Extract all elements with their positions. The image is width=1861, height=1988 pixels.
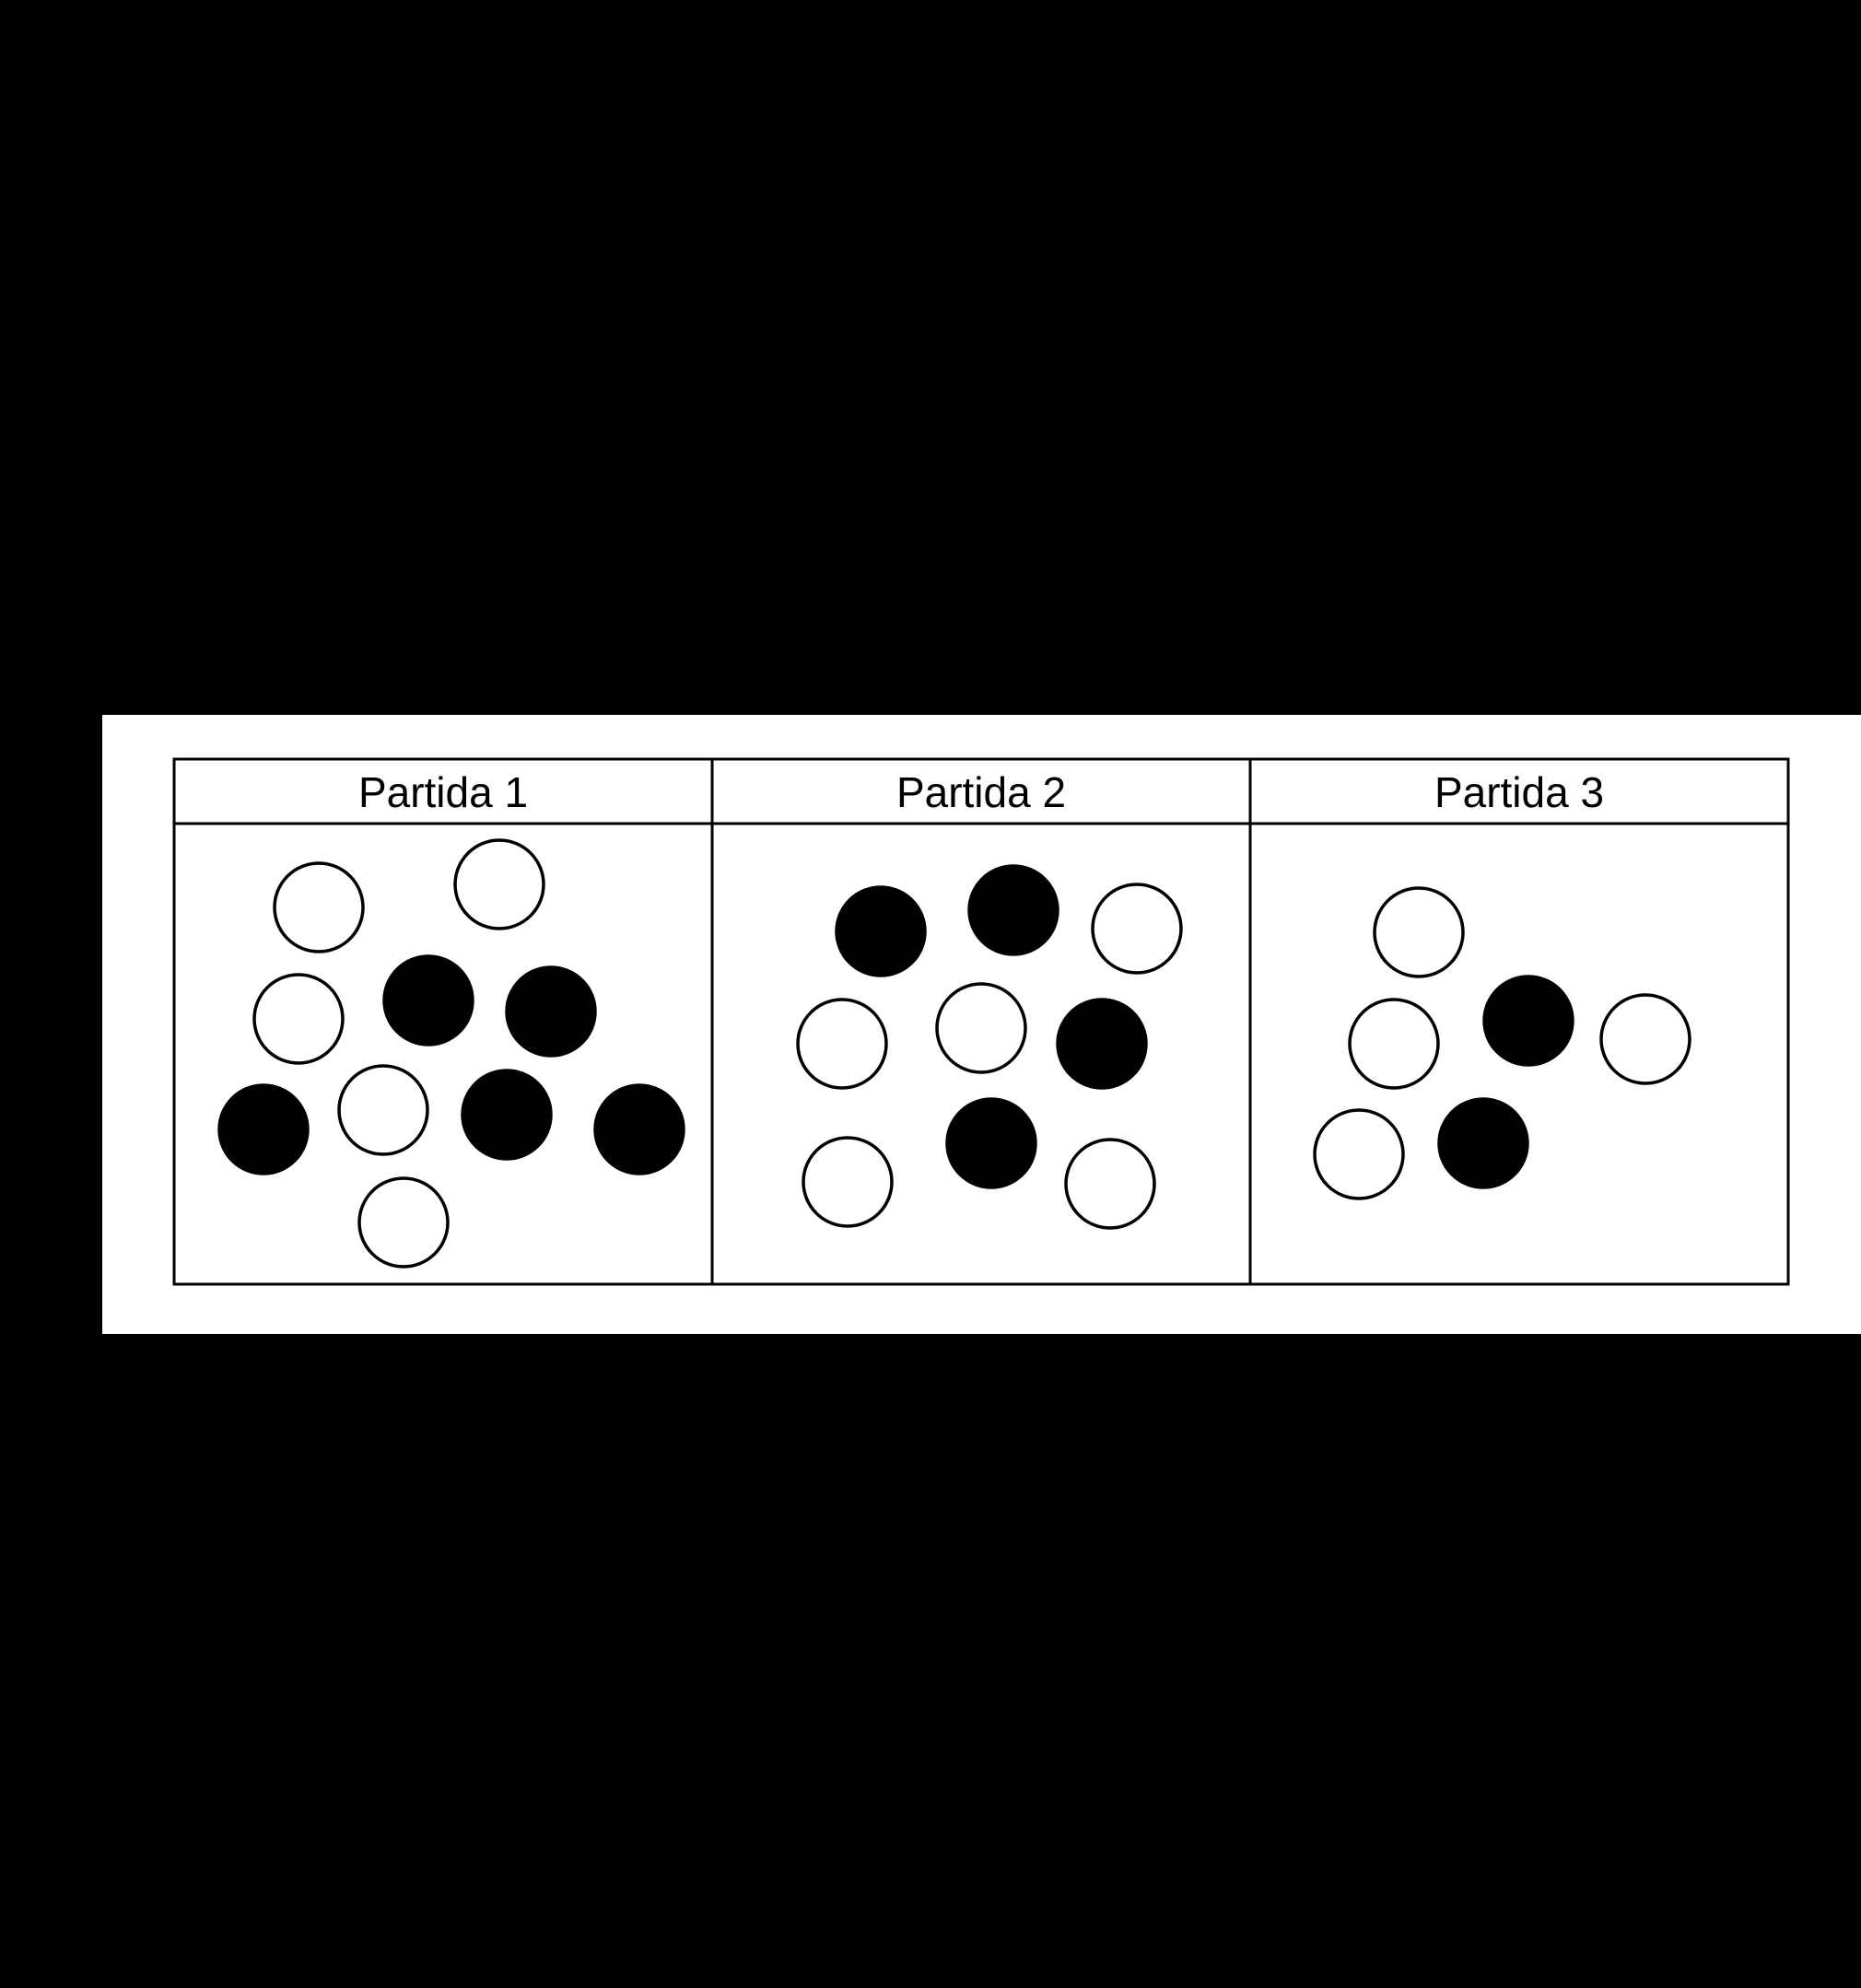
black-marble — [382, 954, 474, 1047]
white-marble — [802, 1136, 894, 1228]
table-border — [172, 757, 1790, 1286]
black-marble — [967, 864, 1059, 956]
white-marble — [453, 838, 545, 930]
white-marble — [796, 998, 888, 1090]
white-marble — [1313, 1108, 1405, 1200]
white-marble — [337, 1064, 429, 1156]
black-marble — [1056, 998, 1148, 1090]
white-marble — [357, 1176, 450, 1269]
black-marble — [1437, 1097, 1529, 1189]
white-marble — [252, 973, 345, 1065]
column-header-partida-2: Partida 2 — [896, 768, 1066, 816]
column-header-partida-1: Partida 1 — [358, 768, 528, 816]
white-marble — [1064, 1138, 1156, 1230]
white-marble — [935, 982, 1027, 1074]
black-marble — [835, 885, 927, 977]
table-grid — [172, 757, 1790, 1286]
white-marble — [1599, 993, 1691, 1085]
white-marble — [1091, 883, 1183, 975]
white-marble — [1373, 886, 1465, 978]
white-marble — [273, 861, 365, 953]
column-headers: Partida 1 Partida 2 Partida 3 — [358, 768, 1604, 816]
black-marble — [461, 1069, 553, 1161]
black-marble — [593, 1083, 685, 1175]
column-header-partida-3: Partida 3 — [1434, 768, 1604, 816]
white-marble — [1348, 998, 1440, 1090]
black-marble — [1482, 975, 1574, 1067]
marbles — [217, 838, 1691, 1269]
black-marble — [505, 965, 597, 1058]
black-marble — [217, 1083, 310, 1175]
black-marble — [945, 1097, 1037, 1189]
